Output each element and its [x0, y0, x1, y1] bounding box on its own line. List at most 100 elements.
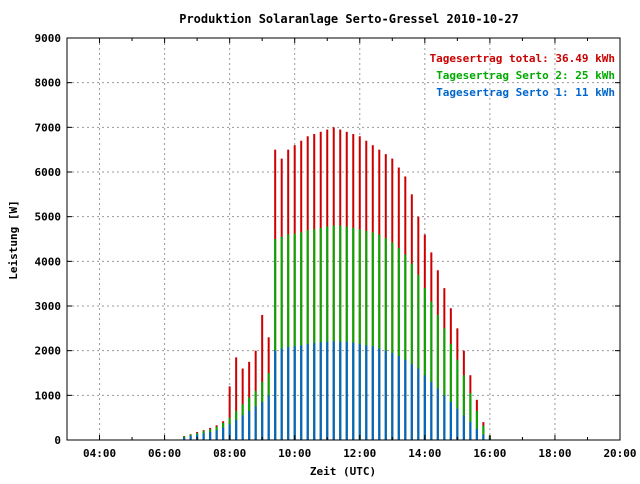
bar-13-2 — [397, 247, 400, 440]
y-tick-label: 9000 — [35, 32, 62, 45]
y-tick-label: 0 — [54, 434, 61, 447]
y-axis-label: Leistung [W] — [7, 200, 20, 279]
bar-11 — [326, 341, 329, 440]
bar-13-6 — [410, 263, 413, 440]
bar-10 — [293, 346, 296, 440]
bar-7-8 — [222, 427, 225, 440]
x-tick-label: 18:00 — [538, 447, 571, 460]
bar-9 — [261, 402, 264, 440]
legend-entry: Tagesertrag total: 36.49 kWh — [430, 52, 615, 65]
bar-9-2 — [267, 395, 270, 440]
bar-11 — [326, 226, 329, 440]
bar-10-6 — [313, 343, 316, 440]
legend-entry: Tagesertrag Serto 2: 25 kWh — [436, 69, 615, 82]
y-tick-label: 6000 — [35, 166, 62, 179]
bar-12-6 — [378, 348, 381, 440]
bar-13-4 — [404, 359, 407, 440]
x-tick-label: 16:00 — [473, 447, 506, 460]
bar-10-8 — [319, 342, 322, 440]
bar-12-8 — [384, 350, 387, 440]
bar-14-2 — [430, 381, 433, 440]
bar-15-8 — [482, 434, 485, 440]
bar-7-6 — [215, 430, 218, 440]
bar-12 — [358, 229, 361, 440]
bar-11-6 — [345, 341, 348, 440]
bar-14-2 — [430, 301, 433, 440]
bar-14-4 — [436, 388, 439, 440]
bar-13-4 — [404, 254, 407, 440]
bars — [183, 127, 491, 441]
bar-7-4 — [209, 431, 212, 440]
x-tick-label: 04:00 — [83, 447, 116, 460]
bar-14-6 — [443, 328, 446, 440]
bar-12-6 — [378, 234, 381, 440]
bar-11-8 — [352, 342, 355, 440]
bar-15-2 — [462, 375, 465, 440]
bar-6-6 — [183, 437, 186, 440]
bar-14-8 — [449, 343, 452, 440]
bar-8-2 — [235, 419, 238, 440]
bar-15-8 — [482, 425, 485, 440]
bar-8-6 — [248, 410, 251, 440]
bar-15-4 — [469, 393, 472, 440]
bar-8-4 — [241, 415, 244, 440]
bar-12-8 — [384, 238, 387, 440]
bar-10-2 — [300, 345, 303, 440]
bar-9-6 — [280, 348, 283, 440]
bar-13-6 — [410, 364, 413, 440]
bar-10 — [293, 233, 296, 440]
bar-12-2 — [365, 345, 368, 440]
bar-10-8 — [319, 227, 322, 440]
bar-9-8 — [287, 234, 290, 440]
bar-8-2 — [235, 357, 238, 440]
y-tick-label: 7000 — [35, 121, 62, 134]
bar-10-4 — [306, 230, 309, 440]
bar-11-2 — [332, 225, 335, 440]
bar-14 — [423, 288, 426, 440]
bar-12-4 — [371, 346, 374, 440]
bar-15-6 — [475, 410, 478, 440]
legend-entry: Tagesertrag Serto 1: 11 kWh — [436, 86, 615, 99]
x-axis-label: Zeit (UTC) — [310, 465, 376, 478]
y-tick-label: 2000 — [35, 345, 62, 358]
x-tick-label: 12:00 — [343, 447, 376, 460]
bar-13-2 — [397, 356, 400, 440]
bar-14 — [423, 375, 426, 440]
bar-7-2 — [202, 433, 205, 440]
ticks: 0 1000 2000 3000 4000 5000 6000 7000 8000 9000 04:… — [35, 32, 637, 460]
legend: Tagesertrag total: 36.49 kWh Tagesertrag … — [430, 52, 615, 99]
bar-8 — [228, 424, 231, 440]
y-tick-label: 1000 — [35, 389, 62, 402]
bar-8 — [228, 386, 231, 440]
bar-12-4 — [371, 232, 374, 440]
bar-14-8 — [449, 402, 452, 440]
bar-15-4 — [469, 422, 472, 440]
bar-13-8 — [417, 368, 420, 440]
bar-15-6 — [475, 428, 478, 440]
bar-10-4 — [306, 343, 309, 440]
bar-13 — [391, 242, 394, 440]
bar-9-4 — [274, 350, 277, 440]
bar-14-4 — [436, 314, 439, 440]
y-tick-label: 4000 — [35, 255, 62, 268]
x-tick-label: 06:00 — [148, 447, 181, 460]
bar-9-4 — [274, 239, 277, 440]
x-tick-label: 08:00 — [213, 447, 246, 460]
y-tick-label: 5000 — [35, 211, 62, 224]
bar-12 — [358, 343, 361, 440]
bar-12-2 — [365, 230, 368, 440]
bar-13 — [391, 352, 394, 440]
bar-14-6 — [443, 395, 446, 440]
x-tick-label: 10:00 — [278, 447, 311, 460]
bar-15 — [456, 359, 459, 440]
bar-10-6 — [313, 229, 316, 440]
bar-11-6 — [345, 226, 348, 440]
bar-11-4 — [339, 341, 342, 440]
bar-15 — [456, 408, 459, 440]
bar-9-8 — [287, 347, 290, 440]
bar-6-8 — [189, 435, 192, 440]
bar-15-2 — [462, 415, 465, 440]
x-tick-label: 14:00 — [408, 447, 441, 460]
